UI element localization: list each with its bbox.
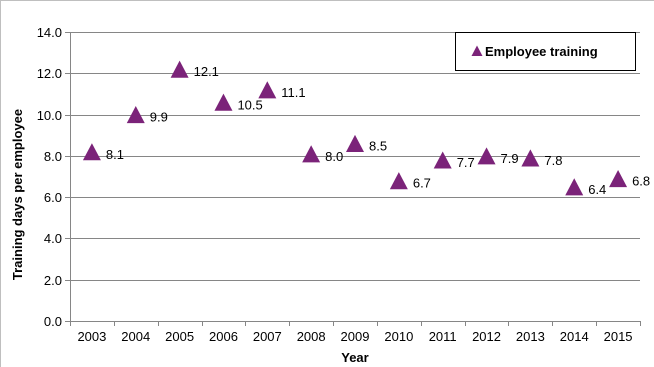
x-tick-label: 2005 (165, 329, 194, 344)
legend: Employee training (455, 32, 636, 71)
x-tick-label: 2008 (297, 329, 326, 344)
data-point-marker (346, 134, 364, 153)
data-point-marker (258, 81, 277, 99)
data-point-marker (302, 145, 321, 163)
x-tick-label: 2003 (77, 329, 106, 344)
data-label: 12.1 (194, 64, 219, 79)
axes: 0.0 2.0 4.0 6.0 8.0 10.0 12.0 14.0 2003 2004 2005 2… (37, 25, 641, 344)
data-point-marker (477, 147, 496, 165)
y-tick-label: 12.0 (37, 66, 62, 81)
data-label: 11.1 (281, 85, 305, 100)
x-tick-label: 2004 (121, 329, 150, 344)
data-points: 8.1 9.9 12.1 10.5 11.1 8.0 8.5 6.7 7.7 7.9 7.8 6.4 6… (82, 60, 650, 197)
data-label: 7.9 (501, 151, 519, 166)
x-tick-label: 2011 (429, 329, 457, 344)
y-axis-title: Training days per employee (10, 109, 25, 280)
x-tick-label: 2009 (341, 329, 370, 344)
data-point-marker (433, 151, 452, 169)
data-label: 6.7 (413, 176, 431, 191)
y-tick-label: 14.0 (37, 25, 62, 40)
data-point-marker (214, 93, 233, 111)
legend-box (455, 32, 636, 71)
y-tick-label: 10.0 (37, 108, 62, 123)
x-tick-label: 2007 (253, 329, 282, 344)
data-label: 7.7 (457, 155, 475, 170)
x-tick-label: 2006 (209, 329, 238, 344)
data-label: 6.4 (588, 182, 606, 197)
x-tick-label: 2015 (604, 329, 633, 344)
data-label: 9.9 (150, 110, 168, 125)
y-tick-label: 0.0 (44, 314, 62, 329)
data-point-marker (170, 60, 189, 78)
y-tick-label: 6.0 (44, 190, 62, 205)
legend-marker (471, 45, 483, 56)
data-point-marker (565, 178, 584, 196)
y-tick-label: 8.0 (44, 149, 62, 164)
data-point-marker (389, 172, 408, 190)
y-tick-label: 4.0 (44, 231, 62, 246)
data-point-marker (126, 106, 145, 124)
data-label: 8.0 (325, 149, 343, 164)
data-point-marker (521, 149, 540, 167)
data-label: 6.8 (632, 174, 650, 189)
x-tick-label: 2014 (560, 329, 589, 344)
data-label: 8.5 (369, 139, 387, 154)
data-label: 8.1 (106, 147, 124, 162)
x-tick-label: 2013 (516, 329, 545, 344)
x-tick-label: 2012 (472, 329, 501, 344)
x-axis-title: Year (341, 350, 368, 365)
legend-label: Employee training (485, 44, 598, 59)
data-label: 7.8 (544, 153, 562, 168)
data-label: 10.5 (237, 97, 262, 112)
data-point-marker (609, 170, 628, 188)
data-point-marker (82, 143, 101, 161)
y-tick-label: 2.0 (44, 273, 62, 288)
x-tick-label: 2010 (384, 329, 413, 344)
